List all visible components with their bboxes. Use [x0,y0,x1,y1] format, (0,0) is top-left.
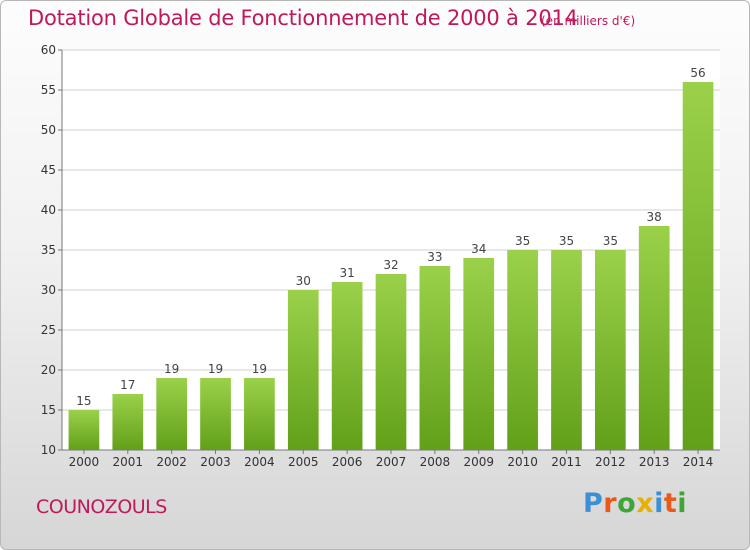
bar [244,378,275,450]
bar [287,290,319,450]
bar [156,378,188,450]
bar-value-label: 35 [559,234,574,248]
logo-letter: i [654,488,664,519]
bar-value-label: 15 [76,394,91,408]
x-tick-label: 2000 [69,455,100,469]
x-tick-label: 2006 [332,455,363,469]
y-tick-label: 15 [41,403,56,417]
bar [682,82,714,450]
y-tick-label: 25 [41,323,56,337]
x-tick-label: 2010 [507,455,538,469]
proxiti-logo: Proxiti [583,488,687,519]
bar-value-label: 33 [427,250,442,264]
x-tick-label: 2007 [376,455,407,469]
x-tick-label: 2008 [420,455,451,469]
bar-value-label: 19 [252,362,267,376]
unit-note: (en milliers d'€) [541,14,636,28]
y-tick-label: 20 [41,363,56,377]
bar-value-label: 35 [603,234,618,248]
bar [419,266,451,450]
x-tick-label: 2009 [463,455,494,469]
bar [551,250,582,450]
logo-letter: o [617,488,637,519]
logo-letter: r [603,488,618,519]
bar-value-label: 56 [690,66,705,80]
bar [68,410,100,450]
bar-value-label: 19 [208,362,223,376]
y-tick-label: 40 [41,203,56,217]
bar-value-label: 31 [339,266,354,280]
y-tick-label: 30 [41,283,56,297]
bar [331,282,363,450]
bar [200,378,231,450]
bar-value-label: 32 [383,258,398,272]
bar [375,274,407,450]
bar-value-label: 17 [120,378,135,392]
logo-letter: x [636,488,655,519]
chart-title: Dotation Globale de Fonctionnement de 20… [28,6,578,30]
x-tick-label: 2001 [113,455,144,469]
y-tick-label: 50 [41,123,56,137]
bar-value-label: 35 [515,234,530,248]
y-tick-label: 10 [41,443,56,457]
x-tick-label: 2013 [639,455,670,469]
x-tick-label: 2014 [683,455,714,469]
y-tick-label: 55 [41,83,56,97]
x-tick-label: 2002 [156,455,187,469]
bar [463,258,495,450]
bar-value-label: 19 [164,362,179,376]
bar-value-label: 38 [647,210,662,224]
logo-letter: P [583,488,604,519]
place-name: COUNOZOULS [36,496,167,518]
bar [507,250,538,450]
x-tick-label: 2003 [200,455,231,469]
logo-letter: i [677,488,688,519]
y-tick-label: 35 [41,243,56,257]
x-tick-label: 2012 [595,455,626,469]
y-tick-label: 60 [41,43,56,57]
bar-value-label: 34 [471,242,486,256]
bar-value-label: 30 [296,274,311,288]
bar [638,226,670,450]
y-tick-label: 45 [41,163,56,177]
bar [112,394,144,450]
x-tick-label: 2011 [551,455,582,469]
bar [594,250,626,450]
x-tick-label: 2005 [288,455,319,469]
logo-letter: t [663,488,678,519]
x-tick-label: 2004 [244,455,275,469]
